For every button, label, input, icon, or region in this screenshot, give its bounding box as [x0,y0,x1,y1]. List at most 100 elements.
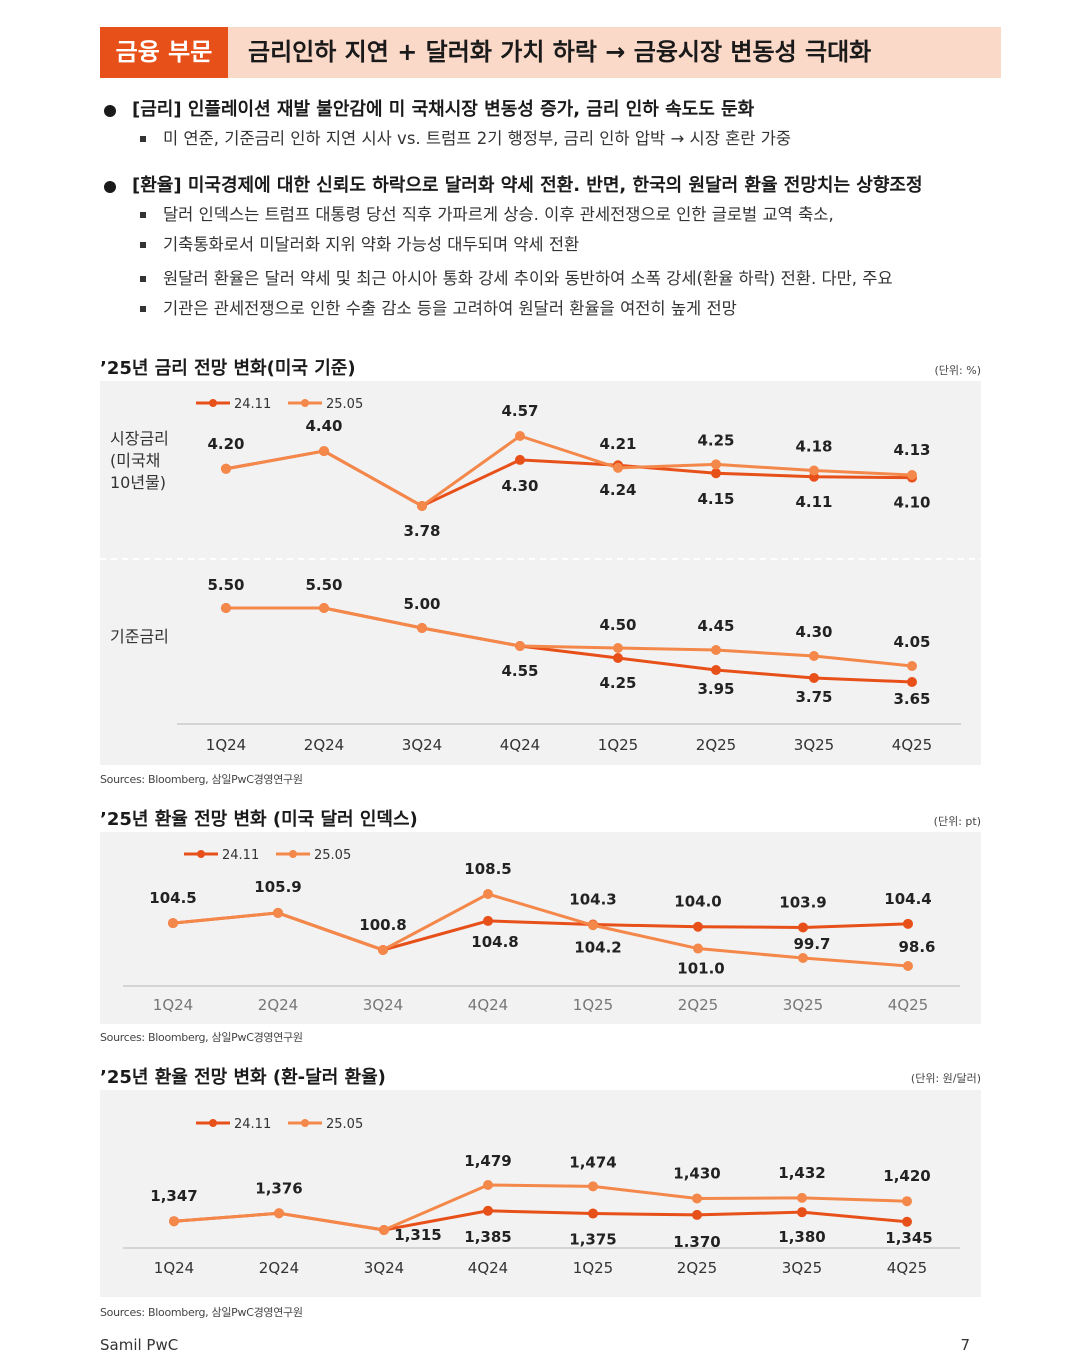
point-25-05 [483,1180,493,1190]
data-label: 4.30 [795,623,832,641]
chart-source-dxy: Sources: Bloomberg, 삼일PwC경영연구원 [100,1031,303,1044]
legend-label-2: 25.05 [314,848,351,863]
point-24-11 [798,922,808,933]
data-label: 1,385 [464,1228,511,1246]
point-25-05 [417,623,427,633]
point-25-05 [613,462,623,473]
point-25-05 [692,1193,702,1204]
chart-unit-rates: (단위: %) [934,364,981,377]
point-25-05 [417,501,427,511]
legend-label-2: 25.05 [326,397,363,412]
x-tick-label: 4Q24 [500,736,540,754]
point-24-11 [902,1216,912,1227]
data-label: 100.8 [359,916,406,934]
rate-chart: 24.11 25.05 시장금리 (미국채 10년물) 기준금리 4.20 4.40 3.78 4… [100,381,981,765]
data-label: 1,375 [569,1231,616,1249]
x-tick-label: 2Q24 [259,1259,299,1277]
sub-bullet-cont: 기관은 관세전쟁으로 인한 수출 감소 등을 고려하여 원달러 환율을 여전히 … [100,294,1000,324]
series-line-24-11 [226,606,913,684]
data-label: 4.25 [697,431,734,449]
chart-unit-krw: (단위: 원/달러) [910,1072,981,1085]
point-24-11 [588,1208,598,1219]
data-label: 1,420 [883,1167,930,1185]
dollar-index-chart: 24.11 25.05 104.5 105.9 100.8 108.5 104.8 104.3… [100,832,981,1024]
point-24-11 [483,1205,493,1216]
x-tick-label: 3Q25 [794,736,834,754]
data-label: 3.78 [403,522,440,540]
panel-label-policy-rate: 기준금리 [110,627,169,646]
legend-marker-2 [289,850,297,858]
x-tick-label: 4Q24 [468,996,508,1014]
point-25-05 [797,1192,807,1203]
section-title: 금리인하 지연 + 달러화 가치 하락 → 금융시장 변동성 극대화 [248,38,872,66]
legend-marker-2 [301,399,309,407]
series-line-25-05 [173,1183,908,1232]
data-label: 4.40 [305,417,342,435]
x-tick-label: 1Q25 [573,1259,613,1277]
point-25-05 [809,465,819,476]
data-label: 4.18 [795,438,832,456]
point-25-05 [907,469,917,480]
x-tick-label: 2Q24 [258,996,298,1014]
point-24-11 [903,918,913,929]
point-25-05 [378,945,388,955]
data-label: 4.50 [599,616,636,634]
page-number: 7 [960,1336,970,1354]
data-label: 104.2 [574,938,621,956]
data-label: 1,432 [778,1164,825,1182]
data-label: 3.95 [697,680,734,698]
chart-unit-dxy: (단위: pt) [933,815,981,828]
data-label: 103.9 [779,893,826,911]
point-24-11 [693,921,703,932]
point-25-05 [483,889,493,899]
data-label: 1,479 [464,1152,511,1170]
legend-label-1: 24.11 [222,848,259,863]
point-25-05 [515,431,525,441]
data-label: 104.4 [884,890,931,908]
legend-label-2: 25.05 [326,1117,363,1132]
data-label: 3.65 [893,690,930,708]
x-tick-label: 2Q25 [696,736,736,754]
data-label: 4.15 [697,490,734,508]
point-25-05 [902,1196,912,1207]
data-label: 98.6 [898,938,935,956]
data-label: 1,376 [255,1179,302,1197]
point-25-05 [319,603,329,613]
point-25-05 [273,907,283,918]
data-label: 4.11 [795,493,832,511]
legend-label-1: 24.11 [234,397,271,412]
x-tick-label: 3Q24 [364,1259,404,1277]
x-tick-label: 1Q24 [206,736,246,754]
data-label: 104.3 [569,891,616,909]
point-25-05 [809,651,819,661]
x-tick-label: 4Q25 [888,996,928,1014]
data-label: 1,370 [673,1233,720,1251]
data-label: 4.13 [893,441,930,459]
data-label: 108.5 [464,860,511,878]
x-tick-label: 3Q25 [783,996,823,1014]
point-25-05 [515,641,525,651]
series-line-25-05 [172,892,909,968]
panel-label-market-rate: (미국채 [110,451,160,470]
data-label: 4.57 [501,402,538,420]
data-label: 4.21 [599,435,636,453]
x-tick-label: 1Q24 [154,1259,194,1277]
point-25-05 [319,446,329,457]
chart-source-rates: Sources: Bloomberg, 삼일PwC경영연구원 [100,773,303,786]
chart-title-krw: ’25년 환율 전망 변화 (환-달러 환율) [100,1067,386,1088]
x-tick-label: 4Q24 [468,1259,508,1277]
point-24-11 [907,677,917,687]
point-25-05 [588,920,598,931]
sub-bullet: 달러 인덱스는 트럼프 대통령 당선 직후 가파르게 상승. 이후 관세전쟁으로… [100,200,1000,230]
data-label: 4.55 [501,662,538,680]
data-label: 1,347 [150,1187,197,1205]
point-24-11 [515,454,525,465]
data-label: 1,315 [394,1226,441,1244]
point-25-05 [221,603,231,613]
point-24-11 [692,1209,702,1220]
data-label: 104.8 [471,933,518,951]
data-label: 4.05 [893,633,930,651]
data-label: 101.0 [677,960,724,978]
x-tick-label: 3Q24 [363,996,403,1014]
point-24-11 [711,468,721,479]
